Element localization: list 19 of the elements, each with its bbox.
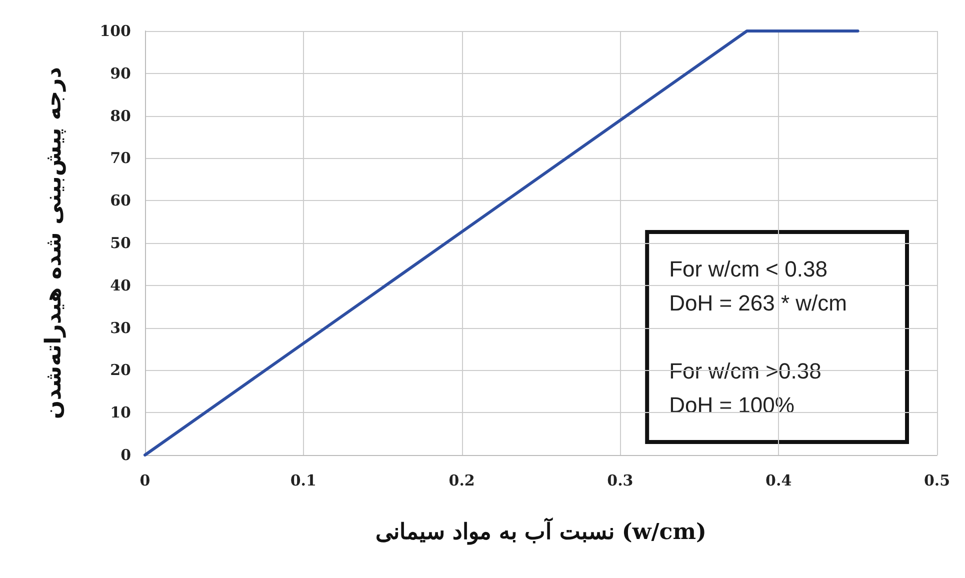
x-tick-label: 0.4 bbox=[766, 472, 792, 490]
y-tick-label: 20 bbox=[110, 361, 131, 380]
y-tick-label: 10 bbox=[110, 404, 131, 422]
x-tick-label: 0.1 bbox=[290, 472, 316, 490]
x-tick-label: 0 bbox=[140, 472, 150, 490]
y-tick-label: 50 bbox=[110, 234, 131, 252]
y-tick-label: 0 bbox=[120, 446, 131, 464]
y-tick-label: 100 bbox=[100, 22, 131, 40]
x-tick-label: 0.5 bbox=[924, 472, 950, 490]
y-tick-label: 70 bbox=[110, 149, 131, 168]
y-axis-title: درجه پیش‌بینی شده هیدراته‌شدن bbox=[42, 66, 66, 420]
y-tick-label: 90 bbox=[110, 64, 131, 82]
y-tick-label: 60 bbox=[110, 192, 131, 210]
y-tick-label: 80 bbox=[110, 106, 131, 125]
x-tick-label: 0.2 bbox=[448, 472, 475, 490]
x-tick-label: 0.3 bbox=[607, 472, 634, 490]
y-tick-label: 30 bbox=[110, 318, 131, 337]
x-axis-title: نسبت آب به مواد سیمانی (w/cm) bbox=[376, 517, 706, 545]
y-tick-label: 40 bbox=[110, 276, 131, 294]
